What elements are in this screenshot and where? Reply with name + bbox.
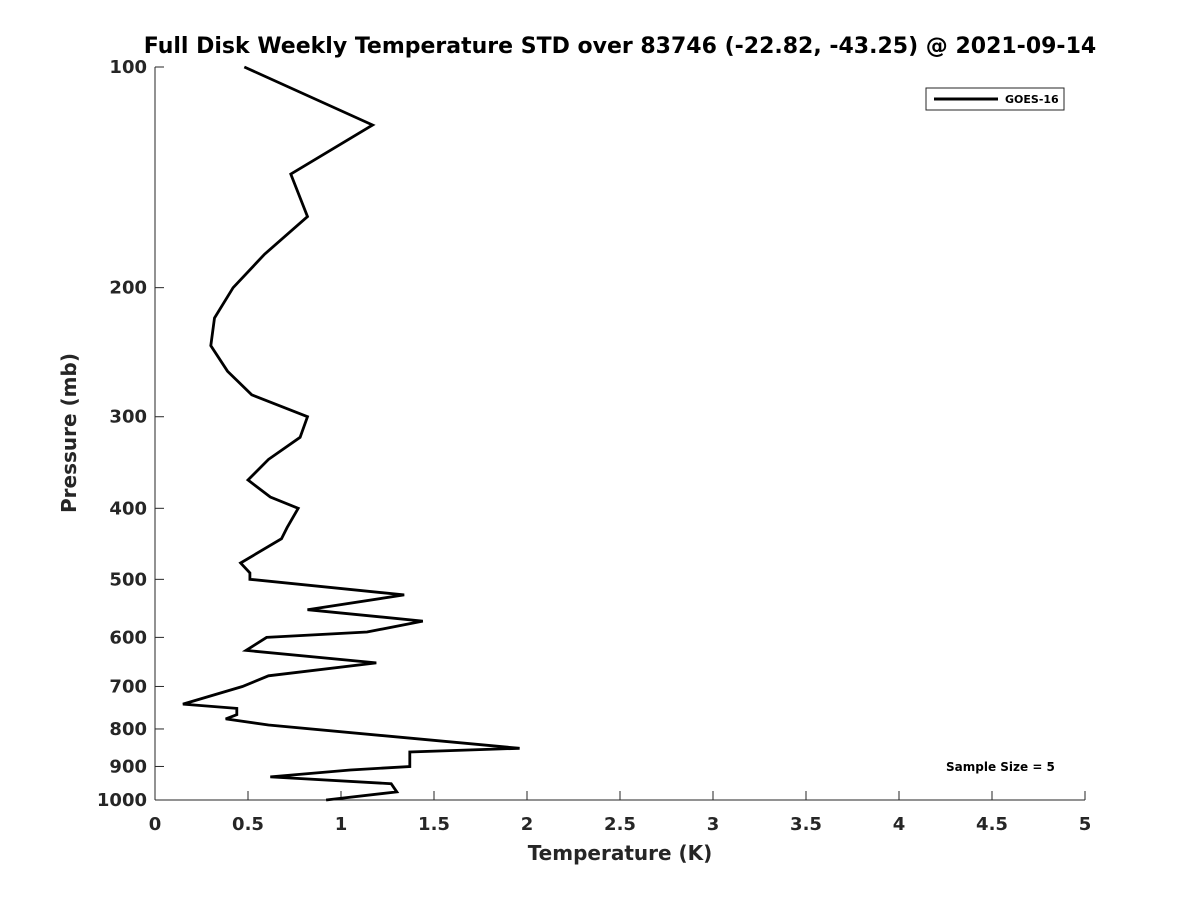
y-tick-label: 900: [109, 756, 147, 777]
x-tick-label: 1: [335, 814, 348, 835]
y-ticks: 100 200 300 400 500 600 700 800 900 1000: [97, 57, 164, 811]
sample-size-annotation: Sample Size = 5: [946, 760, 1055, 774]
series-line-1: [182, 65, 520, 802]
y-axis-label: Pressure (mb): [57, 353, 81, 513]
x-tick-label: 4.5: [976, 814, 1008, 835]
legend-label: GOES-16: [1005, 93, 1059, 106]
x-tick-label: 2: [521, 814, 534, 835]
x-tick-label: 4: [893, 814, 906, 835]
y-tick-label: 500: [109, 569, 147, 590]
y-tick-label: 200: [109, 278, 147, 299]
y-tick-label: 300: [109, 407, 147, 428]
x-tick-label: 2.5: [604, 814, 636, 835]
x-tick-label: 3: [707, 814, 720, 835]
y-tick-label: 800: [109, 719, 147, 740]
x-tick-label: 5: [1079, 814, 1092, 835]
y-tick-label: 600: [109, 627, 147, 648]
x-tick-label: 0.5: [232, 814, 264, 835]
y-tick-label: 100: [109, 57, 147, 78]
x-tick-label: 3.5: [790, 814, 822, 835]
x-tick-label: 1.5: [418, 814, 450, 835]
axes: [154, 67, 1085, 801]
y-tick-label: 400: [109, 498, 147, 519]
x-axis-label: Temperature (K): [528, 841, 713, 865]
x-ticks: 0 0.5 1 1.5 2 2.5 3 3.5 4 4.5 5: [149, 791, 1092, 835]
y-tick-label: 1000: [97, 790, 147, 811]
series-layer: [182, 65, 520, 802]
x-tick-label: 0: [149, 814, 162, 835]
chart-title: Full Disk Weekly Temperature STD over 83…: [144, 34, 1096, 59]
y-tick-label: 700: [109, 676, 147, 697]
legend: GOES-16: [925, 87, 1065, 111]
